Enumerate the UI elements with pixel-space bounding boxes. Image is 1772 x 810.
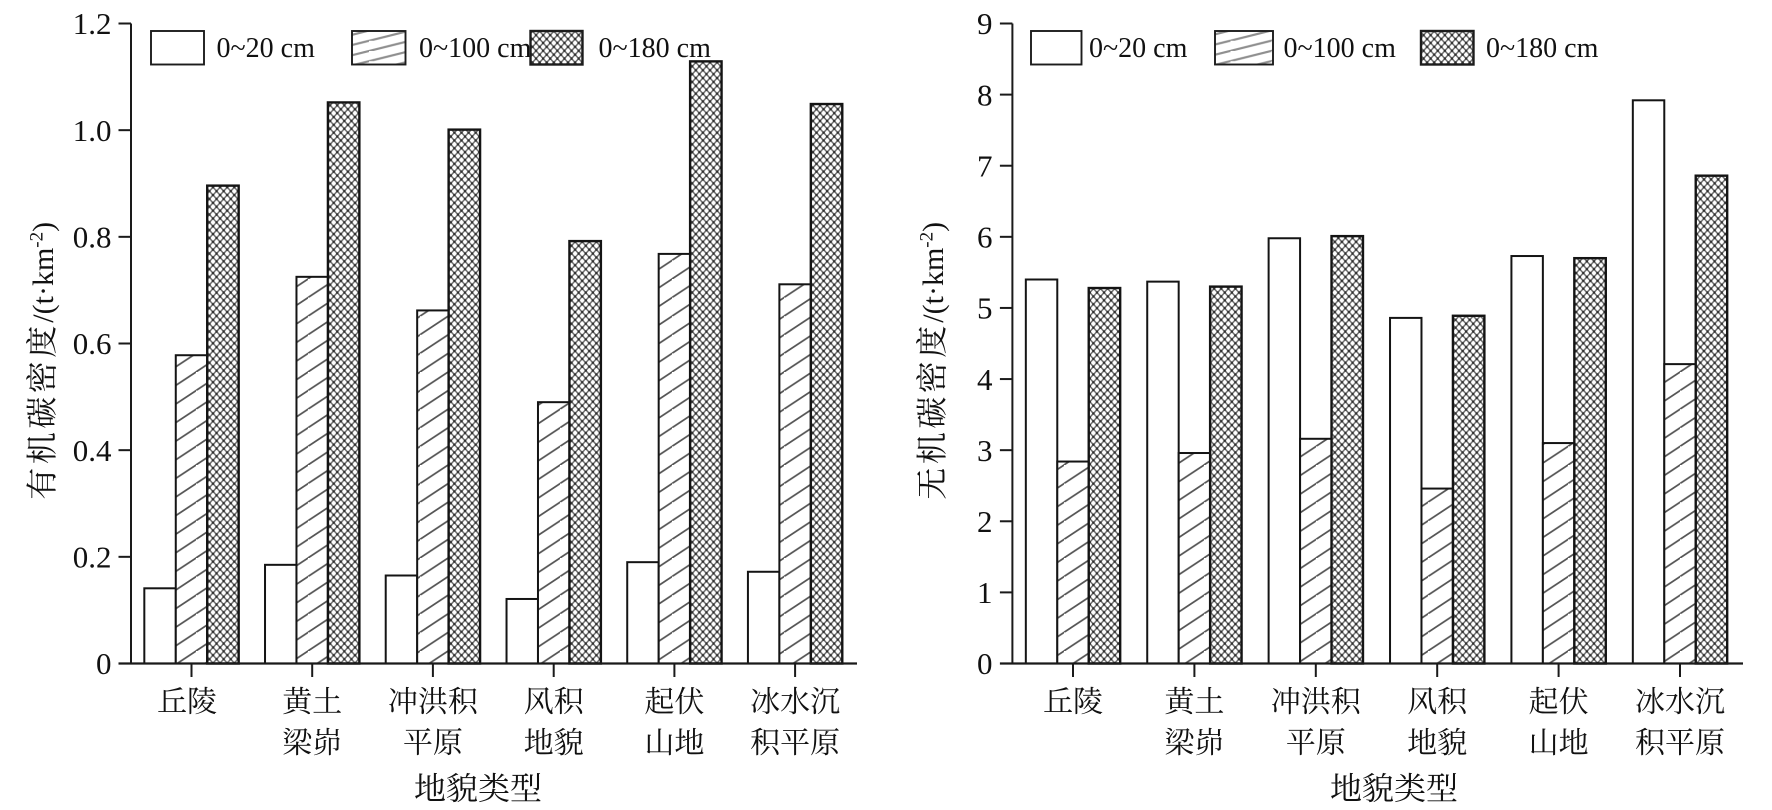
svg-text:5: 5 <box>977 291 993 326</box>
svg-text:0.6: 0.6 <box>73 326 112 361</box>
svg-text:0~180 cm: 0~180 cm <box>1486 33 1599 64</box>
svg-text:8: 8 <box>977 77 993 112</box>
svg-text:0~100 cm: 0~100 cm <box>419 33 532 64</box>
svg-text:0.2: 0.2 <box>73 540 112 575</box>
svg-text:9: 9 <box>977 6 993 41</box>
svg-text:/(t·km-2): /(t·km-2) <box>917 222 951 323</box>
svg-text:0~180 cm: 0~180 cm <box>599 33 712 64</box>
svg-text:2: 2 <box>977 504 993 539</box>
svg-text:6: 6 <box>977 220 993 255</box>
svg-text:0: 0 <box>977 646 993 681</box>
svg-text:1: 1 <box>977 575 993 610</box>
svg-text:3: 3 <box>977 433 993 468</box>
svg-text:1.2: 1.2 <box>73 6 112 41</box>
svg-text:0.8: 0.8 <box>73 220 112 255</box>
svg-text:0~100 cm: 0~100 cm <box>1284 33 1397 64</box>
svg-text:7: 7 <box>977 148 993 183</box>
svg-text:4: 4 <box>977 362 993 397</box>
svg-text:0.4: 0.4 <box>73 433 112 468</box>
svg-text:0~20 cm: 0~20 cm <box>217 33 316 64</box>
svg-text:0: 0 <box>96 646 112 681</box>
svg-text:1.0: 1.0 <box>73 113 112 148</box>
svg-text:0~20 cm: 0~20 cm <box>1089 33 1188 64</box>
